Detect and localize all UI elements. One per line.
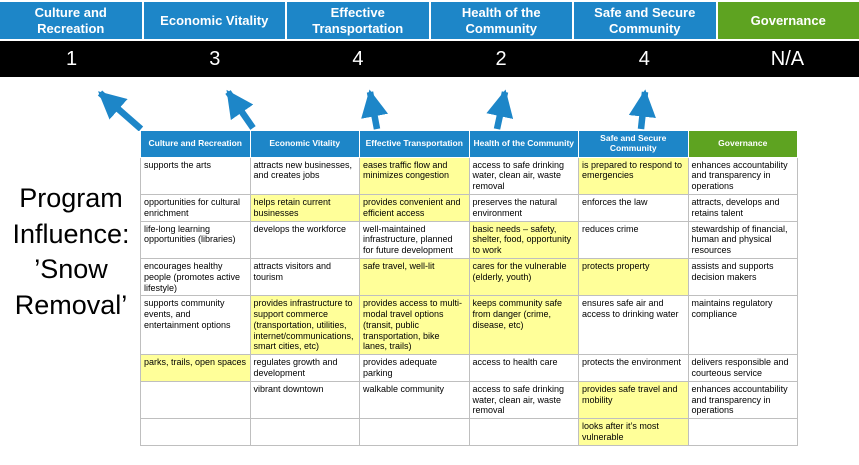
matrix-cell: encourages healthy people (promotes acti… (140, 257, 251, 297)
matrix-body: supports the arts attracts new businesses… (140, 156, 798, 446)
matrix-cell: assists and supports decision makers (687, 257, 798, 297)
matrix-cell: is prepared to respond to emergencies (578, 156, 689, 195)
influence-matrix: Culture and Recreation Economic Vitality E… (140, 130, 798, 446)
matrix-cell: access to safe drinking water, clean air… (468, 156, 579, 195)
score-row: 1 3 4 2 4 N/A (0, 41, 859, 77)
matrix-cell: safe travel, well-lit (359, 257, 470, 297)
matrix-header-5: Safe and Secure Community (578, 130, 689, 158)
matrix-cell: vibrant downtown (249, 380, 360, 420)
matrix-cell: maintains regulatory compliance (687, 295, 798, 356)
score-value-1: 1 (66, 47, 78, 70)
matrix-cell: reduces crime (578, 220, 689, 259)
matrix-cell: walkable community (359, 380, 470, 420)
matrix-header-4: Health of the Community (468, 130, 579, 158)
matrix-cell: protects property (578, 257, 689, 297)
banner-category-2: Economic Vitality (143, 2, 285, 39)
matrix-cell: supports the arts (140, 156, 251, 195)
matrix-header-2: Economic Vitality (249, 130, 360, 158)
matrix-cell: well-maintained infrastructure, planned … (359, 220, 470, 259)
banner-category-1: Culture and Recreation (0, 2, 142, 39)
matrix-row: life-long learning opportunities (librar… (140, 220, 798, 259)
matrix-cell: attracts visitors and tourism (249, 257, 360, 297)
matrix-cell: provides convenient and efficient access (359, 193, 470, 222)
matrix-cell: preserves the natural environment (468, 193, 579, 222)
matrix-row: supports community events, and entertain… (140, 295, 798, 356)
matrix-cell: attracts new businesses, and creates job… (249, 156, 360, 195)
matrix-cell (687, 418, 798, 446)
matrix-cell: life-long learning opportunities (librar… (140, 220, 251, 259)
matrix-cell (359, 418, 470, 446)
influence-arrows (97, 89, 656, 131)
matrix-cell: opportunities for cultural enrichment (140, 193, 251, 222)
matrix-cell: keeps community safe from danger (crime,… (468, 295, 579, 356)
matrix-cell: supports community events, and entertain… (140, 295, 251, 356)
matrix-row: vibrant downtown walkable community access… (140, 380, 798, 420)
banner-category-4: Health of the Community (430, 2, 572, 39)
matrix-cell: delivers responsible and courteous servi… (687, 354, 798, 382)
matrix-cell (249, 418, 360, 446)
matrix-row: parks, trails, open spaces regulates grow… (140, 354, 798, 382)
matrix-cell: provides safe travel and mobility (578, 380, 689, 420)
matrix-cell: enhances accountability and transparency… (687, 380, 798, 420)
matrix-cell: basic needs – safety, shelter, food, opp… (468, 220, 579, 259)
matrix-cell: stewardship of financial, human and phys… (687, 220, 798, 259)
matrix-cell (140, 380, 251, 420)
matrix-cell: eases traffic flow and minimizes congest… (359, 156, 470, 195)
banner-category-5: Safe and Secure Community (574, 2, 716, 39)
influence-arrow-4 (486, 89, 514, 130)
matrix-cell: access to health care (468, 354, 579, 382)
score-value-6: N/A (770, 47, 805, 70)
matrix-cell: ensures safe air and access to drinking … (578, 295, 689, 356)
matrix-cell: develops the workforce (249, 220, 360, 259)
matrix-cell: regulates growth and development (249, 354, 360, 382)
matrix-cell: protects the environment (578, 354, 689, 382)
banner-category-6: Governance (717, 2, 859, 39)
matrix-row: supports the arts attracts new businesses… (140, 156, 798, 195)
matrix-cell: attracts, develops and retains talent (687, 193, 798, 222)
matrix-header-6: Governance (687, 130, 798, 158)
matrix-header-3: Effective Transportation (359, 130, 470, 158)
matrix-cell: looks after it’s most vulnerable (578, 418, 689, 446)
influence-arrow-1 (97, 90, 144, 131)
matrix-row: opportunities for cultural enrichment hel… (140, 193, 798, 222)
score-value-3: 4 (352, 47, 364, 70)
program-title: Program Influence: ’Snow Removal’ (12, 183, 130, 320)
score-value-4: 2 (495, 47, 507, 70)
matrix-cell: provides infrastructure to support comme… (249, 295, 360, 356)
matrix-cell: enhances accountability and transparency… (687, 156, 798, 195)
matrix-cell: access to safe drinking water, clean air… (468, 380, 579, 420)
matrix-cell (468, 418, 579, 446)
matrix-cell: provides adequate parking (359, 354, 470, 382)
influence-arrow-2 (225, 89, 256, 130)
matrix-row: encourages healthy people (promotes acti… (140, 257, 798, 297)
matrix-cell: parks, trails, open spaces (140, 354, 251, 382)
matrix-cell: enforces the law (578, 193, 689, 222)
matrix-row: looks after it’s most vulnerable (140, 418, 798, 446)
matrix-head: Culture and Recreation Economic Vitality E… (140, 130, 798, 158)
matrix-cell (140, 418, 251, 446)
matrix-cell: provides access to multi-modal travel op… (359, 295, 470, 356)
score-value-2: 3 (209, 47, 221, 70)
influence-arrow-5 (628, 89, 656, 130)
banner-category-3: Effective Transportation (287, 2, 429, 39)
matrix-header-1: Culture and Recreation (140, 130, 251, 158)
influence-arrow-3 (361, 89, 389, 130)
score-value-5: 4 (638, 47, 650, 70)
scorecard-banner: Culture and Recreation Economic Vitality E… (0, 2, 859, 39)
matrix-cell: cares for the vulnerable (elderly, youth… (468, 257, 579, 297)
matrix-cell: helps retain current businesses (249, 193, 360, 222)
